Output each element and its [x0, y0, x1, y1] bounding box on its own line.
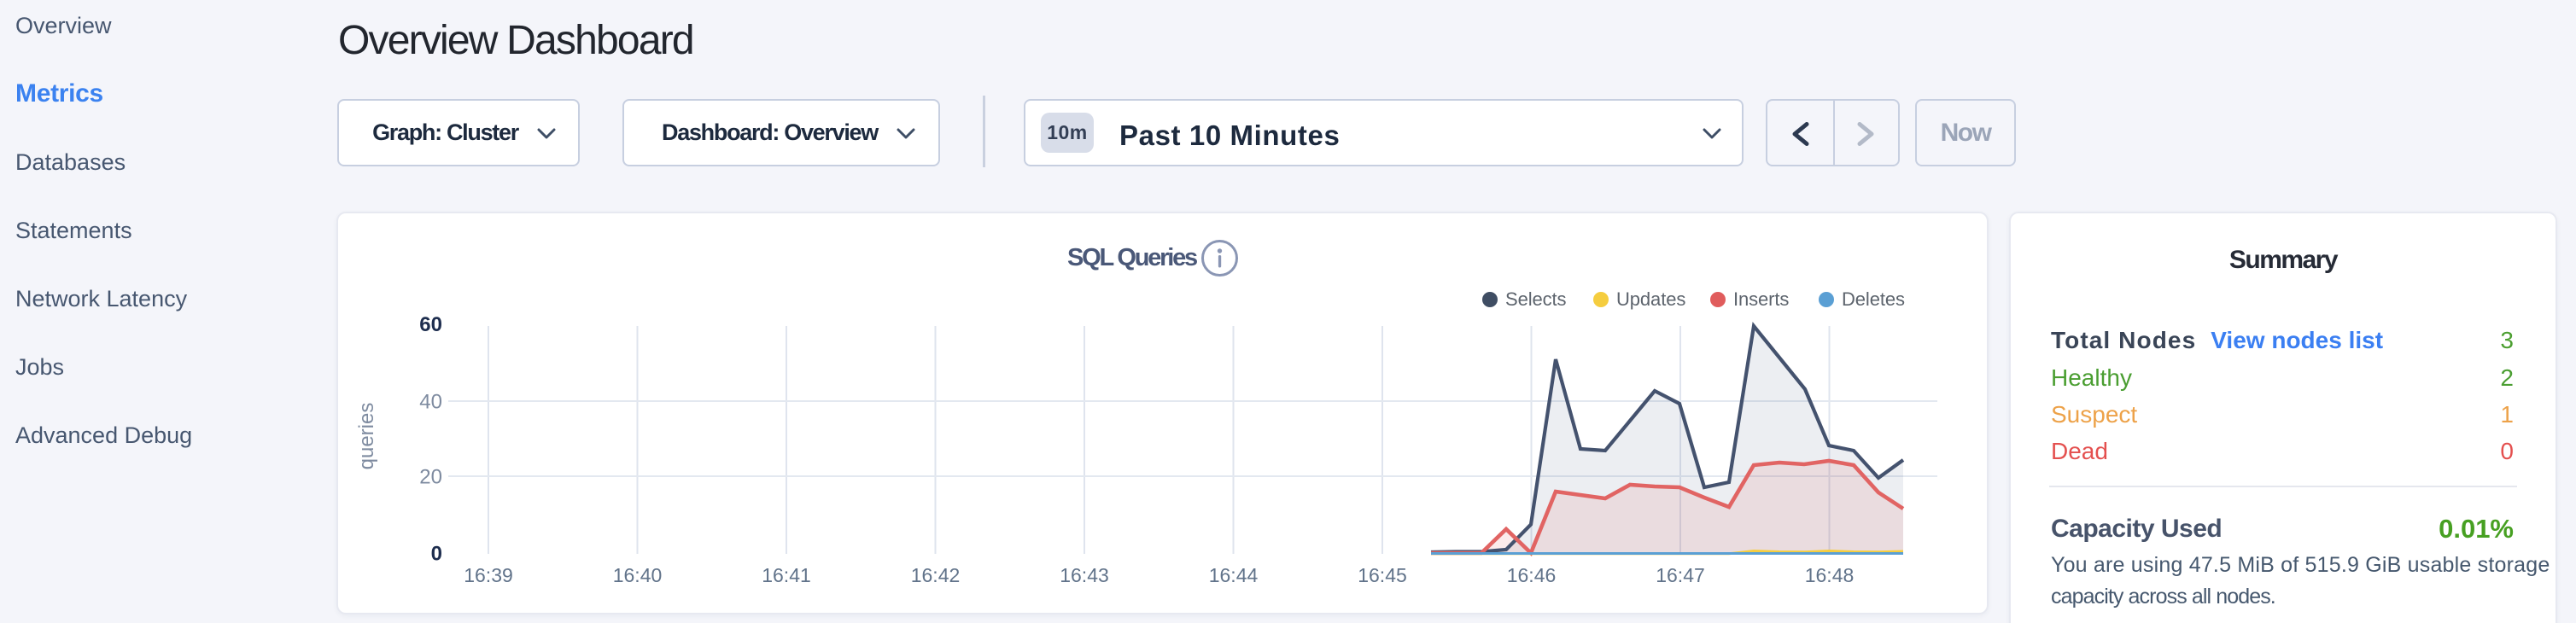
svg-text:16:46: 16:46 — [1507, 564, 1557, 586]
svg-text:16:48: 16:48 — [1805, 564, 1855, 586]
svg-text:16:42: 16:42 — [911, 564, 961, 586]
svg-text:16:45: 16:45 — [1358, 564, 1407, 586]
svg-text:queries: queries — [355, 403, 378, 470]
svg-text:16:40: 16:40 — [613, 564, 663, 586]
svg-text:16:39: 16:39 — [464, 564, 513, 586]
svg-text:16:43: 16:43 — [1060, 564, 1109, 586]
svg-text:16:44: 16:44 — [1209, 564, 1259, 586]
svg-text:60: 60 — [419, 313, 442, 336]
svg-text:40: 40 — [419, 391, 442, 414]
svg-text:16:41: 16:41 — [762, 564, 811, 586]
svg-text:0: 0 — [431, 543, 442, 566]
svg-text:20: 20 — [419, 466, 442, 489]
svg-text:16:47: 16:47 — [1656, 564, 1705, 586]
